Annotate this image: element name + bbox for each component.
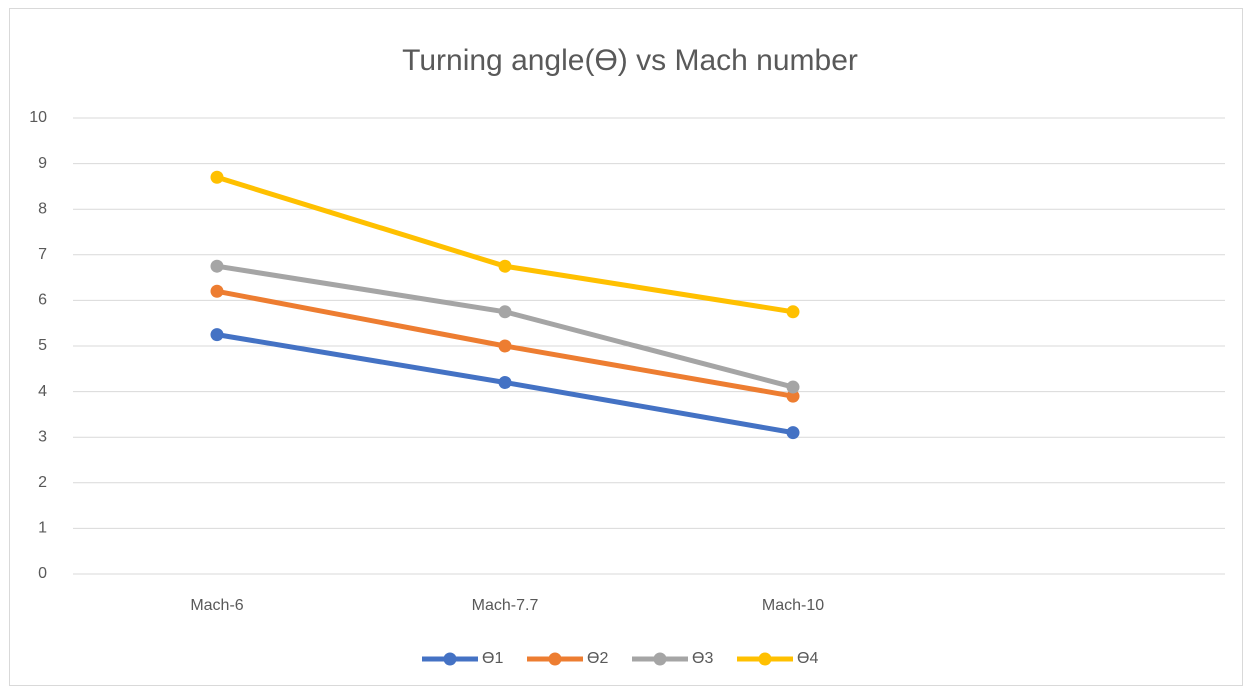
- chart-title: Turning angle(ϴ) vs Mach number: [402, 44, 858, 77]
- y-tick-label: 2: [38, 474, 47, 491]
- x-tick-label: Mach-6: [190, 597, 243, 614]
- data-point: [210, 284, 224, 298]
- y-tick-label: 10: [29, 109, 47, 126]
- data-point: [210, 170, 224, 184]
- data-point: [498, 305, 512, 319]
- y-tick-label: 6: [38, 292, 47, 309]
- data-point: [786, 380, 800, 394]
- legend-marker: [548, 652, 562, 666]
- data-point: [498, 339, 512, 353]
- data-point: [210, 259, 224, 273]
- data-point: [786, 305, 800, 319]
- legend-label: ϴ3: [692, 650, 713, 667]
- y-tick-label: 1: [38, 520, 47, 537]
- data-point: [210, 328, 224, 342]
- x-tick-label: Mach-7.7: [472, 597, 539, 614]
- y-tick-label: 5: [38, 337, 47, 354]
- data-point: [498, 259, 512, 273]
- y-tick-label: 9: [38, 155, 47, 172]
- x-tick-label: Mach-10: [762, 597, 824, 614]
- legend-label: ϴ1: [482, 650, 503, 667]
- data-point: [786, 389, 800, 403]
- chart-border: [9, 8, 1243, 686]
- legend-marker: [653, 652, 667, 666]
- y-tick-label: 4: [38, 383, 47, 400]
- data-point: [786, 426, 800, 440]
- y-tick-label: 7: [38, 246, 47, 263]
- y-tick-label: 3: [38, 428, 47, 445]
- data-point: [498, 375, 512, 389]
- y-tick-label: 0: [38, 565, 47, 582]
- y-tick-label: 8: [38, 200, 47, 217]
- legend-marker: [443, 652, 457, 666]
- legend-label: ϴ4: [797, 650, 818, 667]
- legend-marker: [758, 652, 772, 666]
- legend-label: ϴ2: [587, 650, 608, 667]
